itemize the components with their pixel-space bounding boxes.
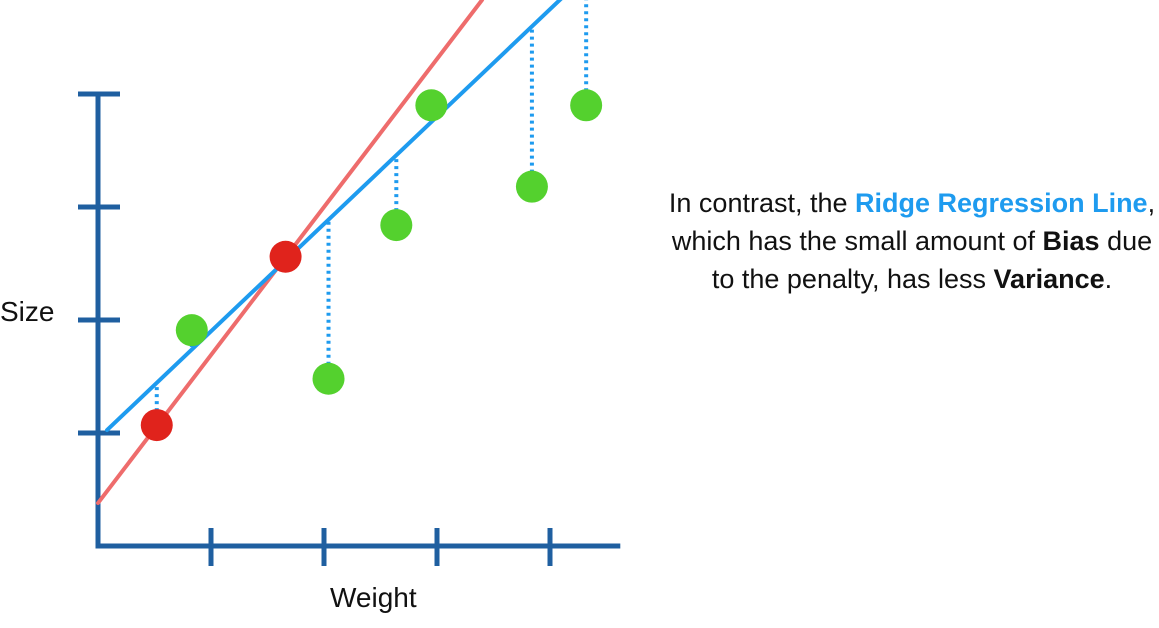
caption-variance: Variance: [993, 264, 1105, 294]
caption-part-3: due to the penalty, has less: [711, 226, 1153, 294]
testing-point: [312, 362, 345, 395]
training-point: [269, 240, 302, 273]
caption-bias: Bias: [1042, 226, 1100, 256]
caption-text: In contrast, the Ridge Regression Line, …: [668, 184, 1156, 298]
caption-part-1: In contrast, the: [668, 188, 856, 218]
testing-point: [175, 314, 208, 347]
x-axis-label: Weight: [330, 582, 417, 613]
caption-part-2: , which has the small amount of: [671, 188, 1156, 256]
testing-point: [415, 89, 448, 122]
y-axis-label: Size: [0, 296, 55, 327]
caption-part-4: .: [1104, 264, 1113, 294]
ridge-regression-line: [105, 0, 563, 433]
training-point: [140, 409, 173, 442]
testing-point: [570, 89, 603, 122]
testing-point: [380, 209, 413, 242]
caption-ridge-regression-line: Ridge Regression Line: [855, 188, 1148, 218]
testing-point: [515, 170, 548, 203]
